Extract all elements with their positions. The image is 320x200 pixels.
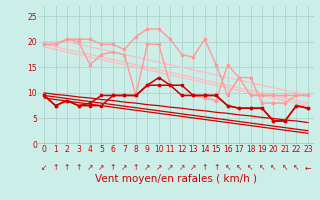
- Text: ↖: ↖: [236, 163, 242, 172]
- Text: ↗: ↗: [98, 163, 105, 172]
- Text: ↖: ↖: [293, 163, 300, 172]
- Text: ↖: ↖: [224, 163, 231, 172]
- Text: ↑: ↑: [110, 163, 116, 172]
- Text: ↑: ↑: [202, 163, 208, 172]
- Text: ↑: ↑: [213, 163, 219, 172]
- Text: ↗: ↗: [87, 163, 93, 172]
- Text: ↗: ↗: [144, 163, 150, 172]
- Text: ↗: ↗: [121, 163, 128, 172]
- X-axis label: Vent moyen/en rafales ( km/h ): Vent moyen/en rafales ( km/h ): [95, 174, 257, 184]
- Text: ↖: ↖: [270, 163, 277, 172]
- Text: ↗: ↗: [156, 163, 162, 172]
- Text: ↗: ↗: [190, 163, 196, 172]
- Text: ↖: ↖: [247, 163, 254, 172]
- Text: ↗: ↗: [179, 163, 185, 172]
- Text: ↑: ↑: [75, 163, 82, 172]
- Text: ↙: ↙: [41, 163, 47, 172]
- Text: ↗: ↗: [167, 163, 173, 172]
- Text: ↖: ↖: [259, 163, 265, 172]
- Text: ↑: ↑: [64, 163, 70, 172]
- Text: ↑: ↑: [133, 163, 139, 172]
- Text: ↑: ↑: [52, 163, 59, 172]
- Text: ←: ←: [305, 163, 311, 172]
- Text: ↖: ↖: [282, 163, 288, 172]
